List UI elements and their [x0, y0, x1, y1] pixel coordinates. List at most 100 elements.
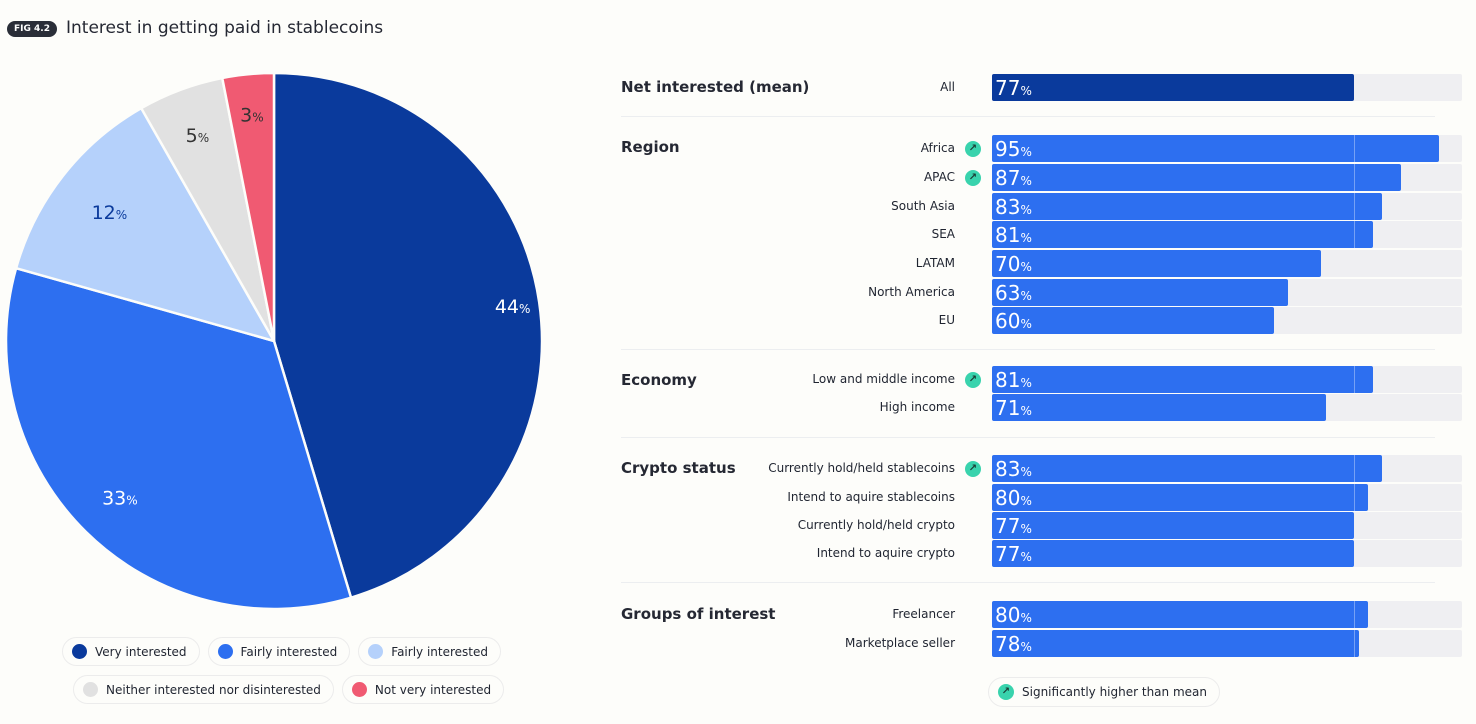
bar-value-label: 83	[995, 195, 1021, 219]
bar-unit: %	[1020, 550, 1032, 564]
bar: 63%	[992, 279, 1289, 306]
pie-slice	[272, 71, 544, 599]
bar: 87%	[992, 164, 1401, 191]
bar-value-label: 81	[995, 368, 1021, 392]
bar-value-label: 95	[995, 137, 1021, 161]
mean-marker	[1353, 135, 1355, 162]
bar: 70%	[992, 250, 1321, 277]
mean-marker	[1353, 630, 1355, 657]
section-title: Crypto status	[621, 459, 736, 477]
bar-unit: %	[1020, 494, 1032, 508]
section-title: Economy	[621, 371, 697, 389]
mean-marker	[1353, 164, 1355, 191]
row-label: Currently hold/held crypto	[797, 518, 955, 532]
chart-title: Interest in getting paid in stablecoins	[66, 18, 384, 38]
mean-marker	[1353, 221, 1355, 248]
bar-unit: %	[1020, 145, 1032, 159]
bar-track: 71%	[992, 394, 1462, 421]
row-label: Currently hold/held stablecoins	[768, 461, 955, 475]
bar-track: 60%	[992, 307, 1462, 334]
bar-value-label: 60	[995, 309, 1021, 333]
mean-marker	[1353, 366, 1355, 393]
bar-unit: %	[1020, 465, 1032, 479]
legend-label: Not very interested	[374, 682, 492, 697]
bar-value-label: 77	[995, 514, 1021, 538]
bar: 80%	[992, 601, 1368, 628]
bar-unit: %	[1020, 640, 1032, 654]
bar: 83%	[992, 455, 1383, 482]
arrow-up-right-icon: ↗	[965, 170, 981, 186]
pie-slice-label: 3%	[240, 104, 264, 126]
figure-badge: FIG 4.2	[7, 21, 57, 37]
bar-track: 83%	[992, 193, 1462, 220]
bar-track: 81%	[992, 221, 1462, 248]
legend-item: Very interested	[62, 637, 200, 666]
legend-swatch	[83, 682, 98, 697]
section-divider	[621, 582, 1435, 583]
row-label: Freelancer	[892, 607, 955, 621]
bar: 83%	[992, 193, 1383, 220]
row-label: South Asia	[891, 199, 955, 213]
bar-unit: %	[1020, 231, 1032, 245]
pie-slice-label: 5%	[186, 125, 210, 147]
legend-swatch	[72, 644, 87, 659]
legend-label: Neither interested nor disinterested	[106, 682, 321, 697]
bar-unit: %	[1020, 289, 1032, 303]
arrow-up-right-icon: ↗	[965, 461, 981, 477]
bar-value-label: 77	[995, 542, 1021, 566]
arrow-up-right-icon: ↗	[965, 141, 981, 157]
section-title: Region	[621, 138, 680, 156]
bar-value-label: 83	[995, 457, 1021, 481]
bar-track: 87%	[992, 164, 1462, 191]
bar-value-label: 80	[995, 603, 1021, 627]
bar: 60%	[992, 307, 1274, 334]
bar-value-label: 87	[995, 166, 1021, 190]
bar: 80%	[992, 484, 1368, 511]
bar-track: 81%	[992, 366, 1462, 393]
section-divider	[621, 116, 1435, 117]
arrow-up-right-icon: ↗	[998, 684, 1014, 700]
legend-label: Very interested	[95, 644, 187, 659]
section-divider	[621, 349, 1435, 350]
pie-legend-row-2: Neither interested nor disinterested Not …	[73, 675, 505, 704]
bar: 81%	[992, 366, 1373, 393]
bar: 95%	[992, 135, 1439, 162]
bar: 81%	[992, 221, 1373, 248]
bar-unit: %	[1020, 174, 1032, 188]
pie-slice	[14, 106, 276, 343]
legend-label: Fairly interested	[391, 644, 488, 659]
bar-track: 78%	[992, 630, 1462, 657]
legend-swatch	[217, 644, 233, 659]
bar-track: 83%	[992, 455, 1462, 482]
bar-value-label: 78	[995, 632, 1021, 656]
bar: 78%	[992, 630, 1359, 657]
row-label: Africa	[920, 141, 955, 155]
mean-marker	[1353, 601, 1355, 628]
legend-label: Fairly interested	[240, 644, 338, 659]
bar-value-label: 63	[995, 281, 1021, 305]
bar-value-label: 80	[995, 486, 1021, 510]
bar-value-label: 70	[995, 252, 1021, 276]
pie-slice	[220, 71, 276, 343]
bar-track: 77%	[992, 74, 1462, 101]
section-title: Net interested (mean)	[621, 78, 810, 96]
row-label: Marketplace seller	[845, 636, 955, 650]
legend-swatch	[351, 682, 367, 697]
bar-track: 95%	[992, 135, 1462, 162]
row-label: High income	[879, 400, 955, 414]
bar-track: 77%	[992, 540, 1462, 567]
bar-track: 63%	[992, 279, 1462, 306]
bar-unit: %	[1020, 404, 1032, 418]
pie-slice-label: 44%	[495, 296, 531, 318]
bar-value-label: 71	[995, 396, 1021, 420]
row-label: North America	[868, 285, 955, 299]
mean-marker	[1353, 484, 1355, 511]
pie-legend-row-1: Very interested Fairly interested Fairly i…	[62, 637, 501, 666]
legend-item: Not very interested	[341, 675, 505, 704]
row-label: EU	[938, 313, 955, 327]
bar-unit: %	[1020, 84, 1032, 98]
bar-track: 77%	[992, 512, 1462, 539]
significance-legend-label: Significantly higher than mean	[1022, 685, 1207, 699]
bar-unit: %	[1020, 317, 1032, 331]
bar-value-label: 81	[995, 223, 1021, 247]
